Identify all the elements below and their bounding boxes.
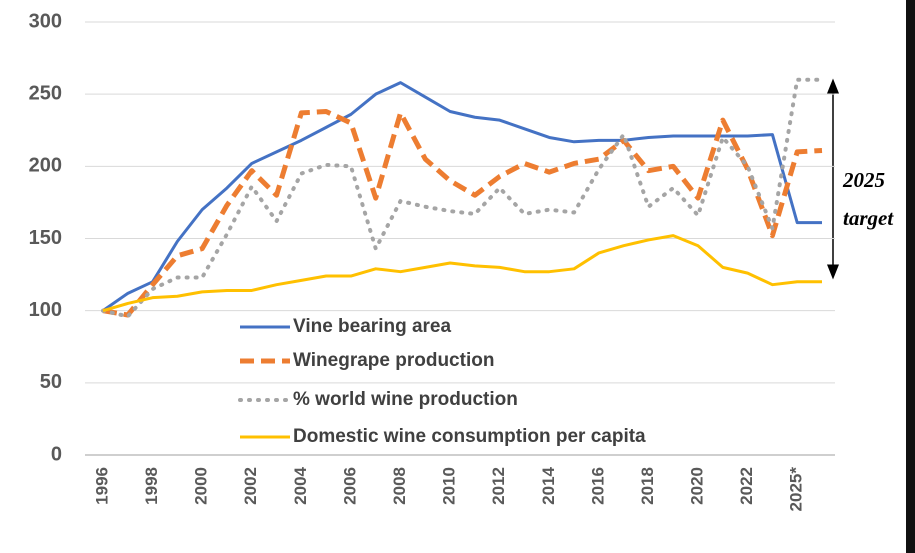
x-tick-label: 2002 — [241, 467, 260, 505]
x-tick-label: 2010 — [440, 467, 459, 505]
y-tick-label: 150 — [29, 227, 62, 249]
y-tick-label: 250 — [29, 82, 62, 104]
legend-label: Winegrape production — [293, 350, 494, 371]
x-tick-label: 2016 — [588, 467, 607, 505]
x-tick-label: 2020 — [688, 467, 707, 505]
y-tick-label: 200 — [29, 155, 62, 177]
legend-label: Domestic wine consumption per capita — [293, 426, 646, 447]
y-tick-label: 300 — [29, 10, 62, 32]
x-tick-label: 1996 — [92, 467, 111, 505]
x-tick-label: 2008 — [390, 467, 409, 505]
series-line — [102, 234, 822, 313]
x-tick-label: 2006 — [340, 467, 359, 505]
legend-label: Vine bearing area — [293, 316, 451, 337]
annotation: target — [843, 206, 894, 230]
x-tick-label: 2022 — [737, 467, 756, 505]
series-line — [102, 108, 823, 318]
x-tick-label: 2014 — [539, 466, 558, 504]
x-tick-label: 2000 — [192, 467, 211, 505]
x-tick-label: 2018 — [638, 467, 657, 505]
x-tick-label: 2025* — [787, 467, 806, 512]
x-tick-label: 2004 — [291, 466, 310, 504]
y-tick-label: 50 — [40, 371, 62, 393]
x-tick-label: 1998 — [142, 467, 161, 505]
x-tick-label: 2012 — [489, 467, 508, 505]
y-tick-label: 100 — [29, 299, 62, 321]
y-tick-label: 0 — [51, 443, 62, 465]
series-line — [101, 77, 824, 319]
edge — [906, 0, 915, 553]
series-line — [102, 81, 822, 312]
legend-label: % world wine production — [293, 389, 518, 410]
annotation: 2025 — [842, 168, 885, 192]
